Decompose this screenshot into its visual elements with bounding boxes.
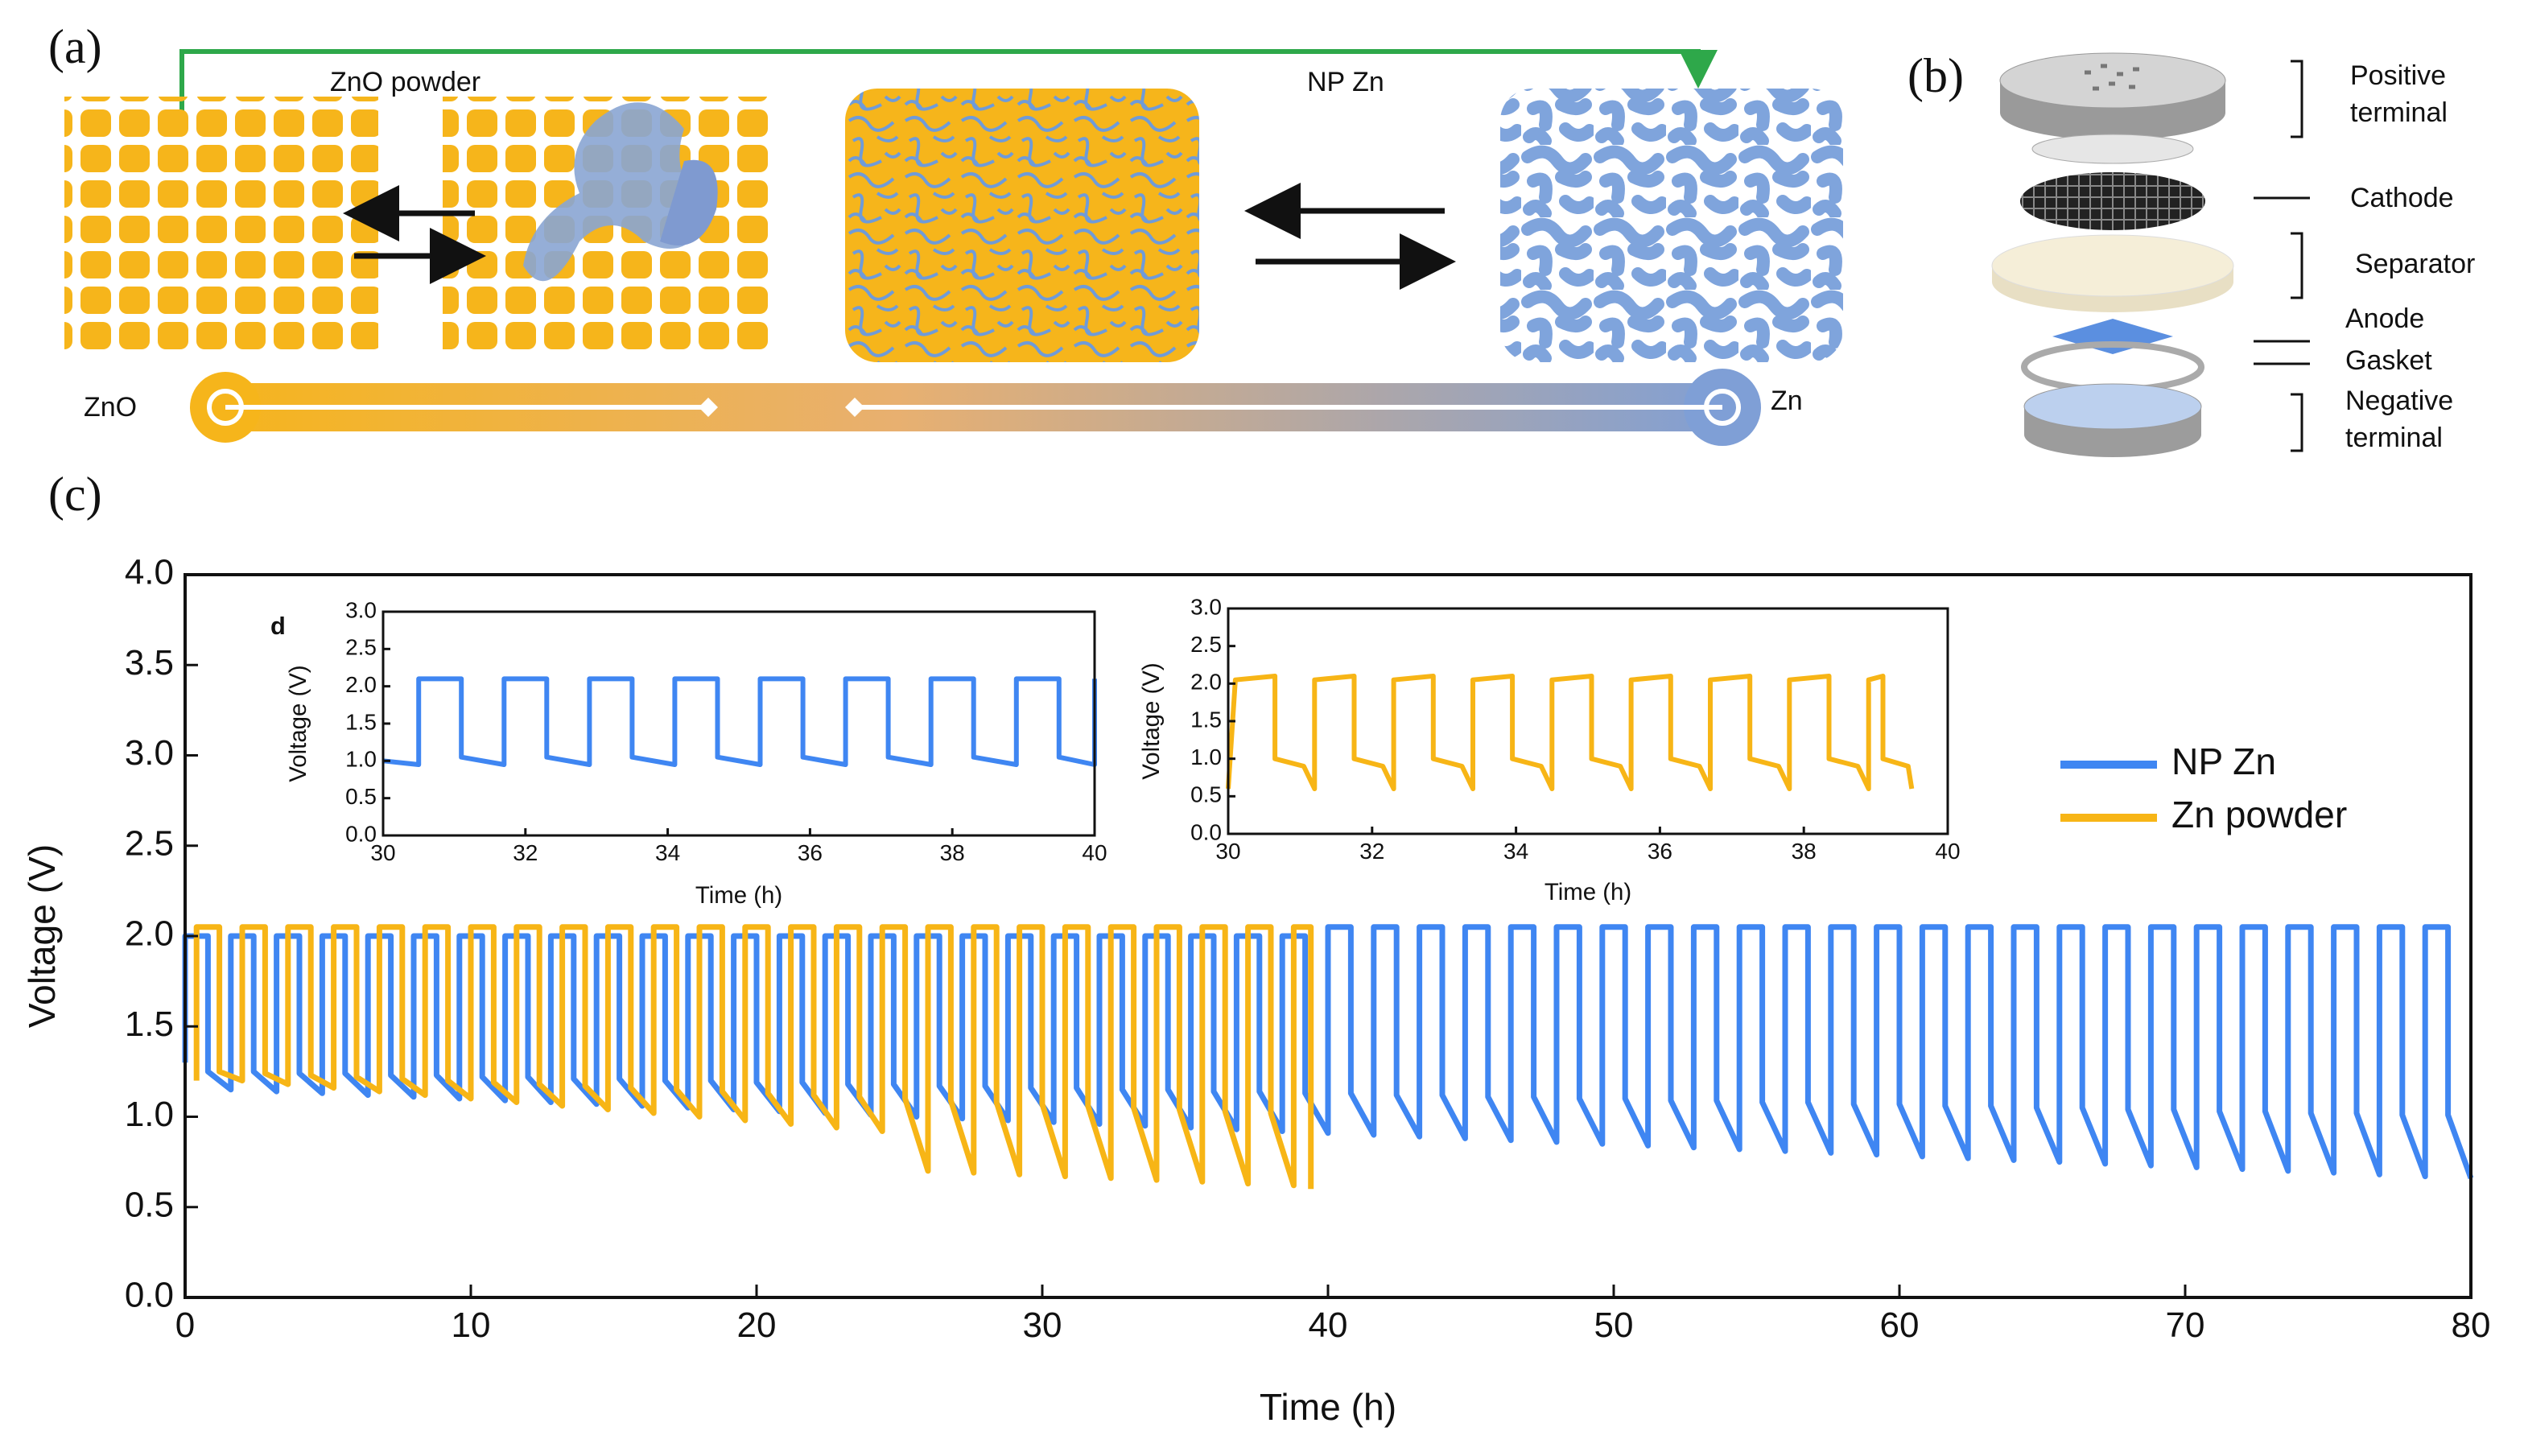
label: Negative bbox=[2345, 386, 2453, 416]
chart: 0.0 0.5 1.0 1.5 2.0 2.5 3.0 3.5 4.0 0 10 20 30 40 50 60… bbox=[21, 553, 2490, 1429]
label: ZnO bbox=[84, 392, 137, 423]
bar-node bbox=[1704, 389, 1741, 426]
y-tick-label: 1.5 bbox=[1190, 707, 1222, 732]
x-tick-label: 60 bbox=[1880, 1305, 1920, 1345]
y-tick-label: 3.0 bbox=[125, 733, 174, 773]
y-tick-label: 2.5 bbox=[1190, 632, 1222, 657]
y-tick-label: 3.0 bbox=[345, 597, 377, 622]
y-tick-label: 2.5 bbox=[345, 635, 377, 660]
y-tick-label: 0.5 bbox=[125, 1185, 174, 1224]
y-tick-label: 2.0 bbox=[345, 672, 377, 697]
x-tick-label: 20 bbox=[737, 1305, 777, 1345]
x-tick-label: 36 bbox=[798, 840, 823, 865]
x-tick-label: 34 bbox=[655, 840, 680, 865]
y-tick-label: 0.0 bbox=[125, 1276, 174, 1315]
label: terminal bbox=[2350, 97, 2448, 128]
series-line bbox=[193, 924, 1314, 1190]
x-tick-label: 70 bbox=[2166, 1305, 2205, 1345]
x-tick-label: 34 bbox=[1503, 839, 1528, 864]
schematic-a: (a) ZnO powder NP Zn ZnO Zn bbox=[48, 20, 1843, 446]
x-tick-label: 10 bbox=[452, 1305, 491, 1345]
y-tick-label: 3.0 bbox=[1190, 594, 1222, 619]
mesh bbox=[2031, 134, 2194, 164]
label: Zn bbox=[1771, 386, 1803, 416]
label: ZnO powder bbox=[330, 67, 480, 97]
series-line bbox=[1226, 674, 1915, 791]
bar-node bbox=[207, 389, 244, 426]
y-tick-label: 1.5 bbox=[125, 1004, 174, 1044]
x-tick-label: 0 bbox=[175, 1305, 195, 1345]
x-tick-label: 36 bbox=[1648, 839, 1672, 864]
zno-particles bbox=[64, 97, 378, 354]
plot-frame bbox=[381, 610, 1096, 837]
x-tick-label: 38 bbox=[1792, 839, 1817, 864]
chart: 0.0 0.5 1.0 1.5 2.0 2.5 3.0 30 32 34 36 38 40 Time (h… bbox=[270, 597, 1107, 908]
y-tick-label: 1.0 bbox=[345, 747, 377, 772]
label: NP Zn bbox=[1307, 67, 1384, 97]
series-line bbox=[382, 676, 1097, 767]
separator bbox=[1991, 234, 2234, 297]
legend-label: NP Zn bbox=[2171, 740, 2276, 782]
y-axis-title: Voltage (V) bbox=[285, 665, 311, 782]
y-tick-label: 1.5 bbox=[345, 709, 377, 734]
panel-label: (a) bbox=[48, 20, 102, 73]
y-tick-label: 1.0 bbox=[125, 1095, 174, 1134]
y-axis-title: Voltage (V) bbox=[1138, 662, 1165, 779]
inset-label: d bbox=[270, 612, 286, 640]
x-tick-label: 40 bbox=[1082, 840, 1107, 865]
x-tick-label: 50 bbox=[1594, 1305, 1634, 1345]
y-tick-label: 0.0 bbox=[1190, 819, 1222, 844]
panel-label: (b) bbox=[1907, 49, 1964, 102]
np-zn bbox=[1500, 89, 1843, 362]
label: Gasket bbox=[2345, 345, 2432, 376]
y-tick-label: 0.5 bbox=[1190, 782, 1222, 807]
schematic-b: (b) Positive terminal Cathode Separator … bbox=[1907, 49, 2475, 457]
series-line bbox=[182, 924, 2474, 1180]
y-tick-label: 2.5 bbox=[125, 823, 174, 863]
y-tick-label: 4.0 bbox=[125, 553, 174, 592]
chart: 0.0 0.5 1.0 1.5 2.0 2.5 3.0 30 32 34 36 38 40 Time (h… bbox=[1138, 594, 1961, 905]
label: terminal bbox=[2345, 423, 2443, 453]
x-axis-title: Time (h) bbox=[1260, 1386, 1396, 1428]
x-tick-label: 32 bbox=[513, 840, 538, 865]
y-axis-title: Voltage (V) bbox=[21, 844, 63, 1029]
label: Anode bbox=[2345, 303, 2424, 334]
x-axis-title: Time (h) bbox=[1545, 879, 1631, 905]
x-tick-label: 32 bbox=[1359, 839, 1384, 864]
x-tick-label: 80 bbox=[2452, 1305, 2491, 1345]
zn-domain bbox=[660, 159, 718, 245]
x-axis-title: Time (h) bbox=[695, 882, 782, 909]
y-tick-label: 0.0 bbox=[345, 821, 377, 846]
y-tick-label: 0.5 bbox=[345, 784, 377, 809]
cathode bbox=[2020, 172, 2205, 230]
leader-lines bbox=[2254, 60, 2310, 452]
negative-terminal bbox=[2023, 383, 2202, 430]
label: Positive bbox=[2350, 60, 2446, 91]
label: Cathode bbox=[2350, 183, 2454, 213]
cycle-arrow bbox=[179, 49, 1718, 113]
y-tick-label: 2.0 bbox=[125, 914, 174, 954]
positive-terminal bbox=[1999, 52, 2226, 109]
np-zn-oxidized bbox=[845, 89, 1199, 362]
x-tick-label: 40 bbox=[1309, 1305, 1348, 1345]
y-tick-label: 3.5 bbox=[125, 643, 174, 683]
x-tick-label: 30 bbox=[1023, 1305, 1062, 1345]
plot-frame bbox=[1227, 607, 1949, 835]
label: Separator bbox=[2355, 249, 2475, 279]
x-tick-label: 40 bbox=[1935, 839, 1960, 864]
x-tick-label: 38 bbox=[940, 840, 965, 865]
panel-label: (c) bbox=[48, 468, 102, 521]
holes bbox=[2085, 64, 2139, 91]
x-tick-label: 30 bbox=[370, 840, 395, 865]
x-tick-label: 30 bbox=[1215, 839, 1240, 864]
legend-label: Zn powder bbox=[2171, 794, 2347, 835]
y-tick-label: 2.0 bbox=[1190, 670, 1222, 695]
y-tick-label: 1.0 bbox=[1190, 744, 1222, 769]
